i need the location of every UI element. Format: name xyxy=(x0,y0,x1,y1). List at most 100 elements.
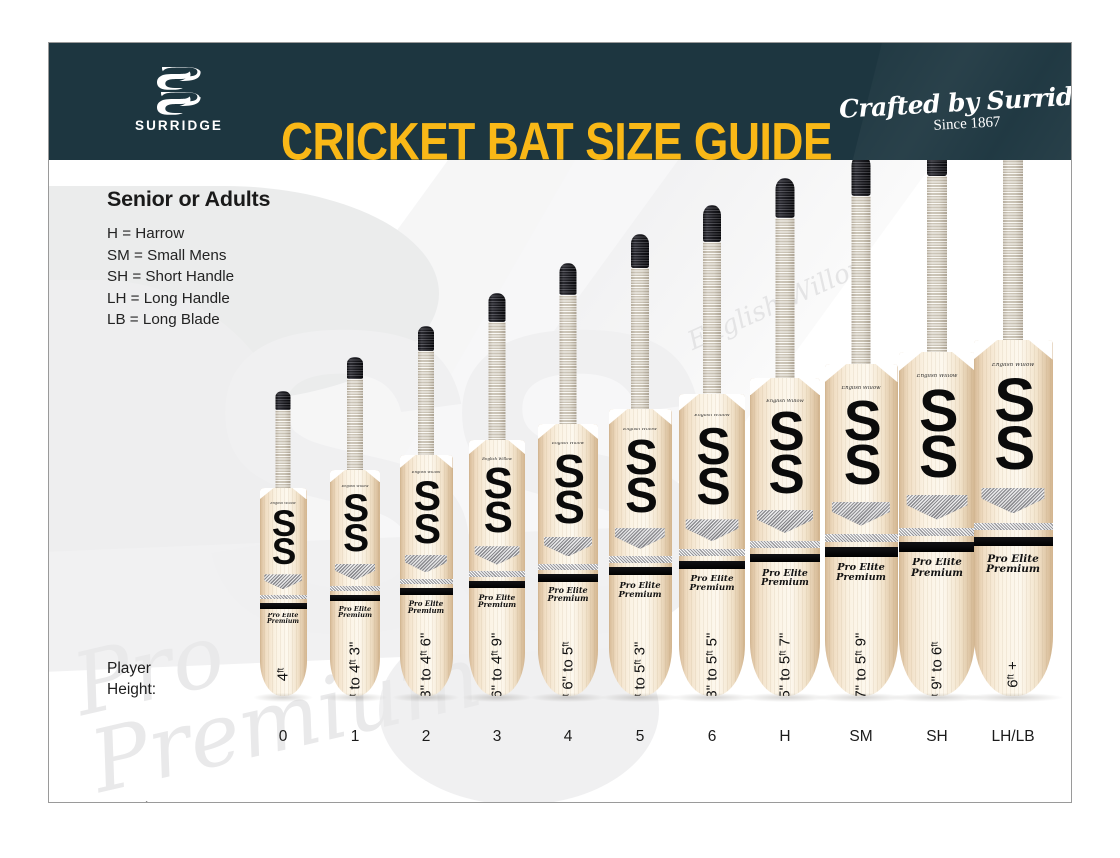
blade-shoulder-taper xyxy=(750,378,771,396)
bat-handle xyxy=(488,292,506,454)
blade-shoulder-taper xyxy=(799,378,820,396)
decal-black-band xyxy=(973,536,1053,547)
decal-black-band xyxy=(399,588,453,595)
decal-pro-line-2: Premium xyxy=(689,583,735,594)
decal-pro-line-2: Premium xyxy=(547,594,589,604)
grip-wrap xyxy=(851,195,871,374)
decal-black-band xyxy=(679,560,745,570)
decal-pro-line-2: Premium xyxy=(266,618,300,626)
legend: Senior or Adults H = Harrow SM = Small M… xyxy=(107,187,270,331)
bat-shadow xyxy=(530,693,606,702)
blade-shoulder-taper xyxy=(652,409,672,425)
blade-shoulder-taper xyxy=(973,340,998,360)
bat-shadow xyxy=(323,693,387,702)
bat-handle xyxy=(851,160,871,382)
decal-mesh-band xyxy=(750,541,820,549)
bat-figure[interactable]: English Willow S S Pro Elite Premium 4ft xyxy=(253,390,313,702)
blade-shoulder-taper xyxy=(725,394,745,411)
decal-chevron xyxy=(685,519,739,542)
decal-pro-elite-premium: Pro Elite Premium xyxy=(609,581,672,598)
decal-pro-elite-premium: Pro Elite Premium xyxy=(899,558,975,579)
brand-logo: SURRIDGE xyxy=(119,67,239,141)
player-height-row-label: Player Height: xyxy=(107,658,156,700)
blade-shoulder-taper xyxy=(365,470,380,483)
blade-shoulder-taper xyxy=(679,394,699,411)
decal-mesh-band xyxy=(538,563,598,570)
decal-black-band xyxy=(608,567,672,576)
bat-shadow xyxy=(889,693,985,702)
decal-mesh-band xyxy=(679,548,745,556)
blade-shoulder-taper xyxy=(608,409,628,425)
grip-wrap xyxy=(1003,160,1023,351)
player-height-value: 4ft 6" to 4ft 9" xyxy=(488,632,506,696)
decal-english-willow: English Willow xyxy=(991,363,1035,369)
decal-pro-line-1: Pro Elite xyxy=(912,558,962,569)
blade-shoulder-taper xyxy=(1028,340,1053,360)
decal-pro-line-2: Premium xyxy=(477,600,517,609)
player-height-line-2: Height: xyxy=(107,681,157,698)
bat-handle xyxy=(559,262,577,439)
size-guide-card: SURRIDGE CRICKET BAT SIZE GUIDE Crafted … xyxy=(48,42,1072,803)
decal-chevron xyxy=(404,555,448,573)
decal-pro-elite-premium: Pro Elite Premium xyxy=(260,613,307,626)
decal-chevron xyxy=(264,574,302,590)
bat-blade: English Willow S S Pro Elite Premium 4ft xyxy=(259,488,307,696)
decal-chevron xyxy=(474,546,520,565)
bat-size-value: H xyxy=(779,728,791,745)
decal-black-band xyxy=(824,547,898,557)
bat-handle xyxy=(703,204,721,411)
player-height-value: 4ft 6" to 5ft xyxy=(559,641,577,696)
grip-wrap xyxy=(631,268,649,418)
decal-chevron xyxy=(335,563,375,581)
decal-pro-line-2: Premium xyxy=(618,588,662,599)
decal-chevron xyxy=(981,487,1045,514)
bat-figure[interactable]: English Willow S S Pro Elite Premium 6ft + xyxy=(963,160,1063,702)
decal-chevron xyxy=(757,509,813,533)
legend-item-small-mens: SM = Small Mens xyxy=(107,246,227,264)
decal-pro-line-2: Premium xyxy=(761,577,809,588)
grip-wrap xyxy=(418,351,434,463)
grip-cap xyxy=(851,160,871,196)
brand-wordmark: SURRIDGE xyxy=(134,118,224,133)
grip-wrap xyxy=(559,294,577,433)
grip-wrap xyxy=(775,218,795,388)
decal-mesh-band xyxy=(330,585,380,591)
bat-size-value: SH xyxy=(926,728,948,745)
decal-black-band xyxy=(750,553,820,563)
legend-title: Senior or Adults xyxy=(107,187,271,211)
grip-cap xyxy=(703,204,721,243)
legend-item-harrow: H = Harrow xyxy=(107,225,185,242)
decal-black-band xyxy=(259,602,307,609)
blade-shoulder-taper xyxy=(580,424,598,439)
legend-item-short-handle: SH = Short Handle xyxy=(107,268,235,285)
decal-pro-elite-premium: Pro Elite Premium xyxy=(974,554,1053,575)
decal-pro-elite-premium: Pro Elite Premium xyxy=(825,563,898,583)
decal-mesh-band xyxy=(399,578,453,584)
blade-shoulder-taper xyxy=(436,455,453,469)
grip-cap xyxy=(418,325,434,352)
blade-shoulder-taper xyxy=(875,364,898,383)
grip-wrap xyxy=(927,175,947,363)
decal-pro-line-2: Premium xyxy=(986,563,1040,575)
decal-pro-line-1: Pro Elite xyxy=(987,553,1039,565)
decal-pro-line-2: Premium xyxy=(911,567,963,579)
decal-black-band xyxy=(469,581,525,589)
bat-size-value: LH/LB xyxy=(991,728,1035,745)
decal-mesh-band xyxy=(608,556,672,563)
